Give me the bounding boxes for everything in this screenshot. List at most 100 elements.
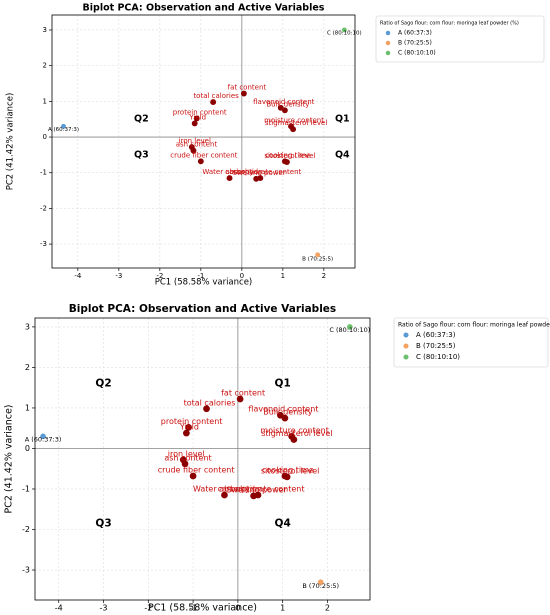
variable-point (283, 473, 291, 481)
variable-label: Yield (188, 113, 206, 121)
observation-label: C (80:10:10) (329, 326, 370, 334)
x-tick-label: -2 (156, 272, 163, 280)
y-tick-label: -3 (22, 566, 30, 575)
legend-label: C (80:10:10) (416, 353, 460, 361)
variable-point (226, 175, 233, 182)
variable-point (240, 90, 247, 97)
x-tick-label: -3 (100, 604, 108, 613)
variable-point (181, 460, 189, 468)
variable-label: stigmasterol level (261, 429, 332, 438)
observation-label: C (80:10:10) (327, 30, 362, 36)
y-tick-label: 1 (25, 403, 30, 412)
variable-label: moisture content (260, 426, 329, 435)
variable-label: Bulk density (263, 408, 313, 417)
chart-title: Biplot PCA: Observation and Active Varia… (83, 3, 325, 14)
variable-point (210, 99, 217, 106)
y-tick-label: 0 (43, 133, 47, 141)
variable-point (283, 159, 290, 165)
variable-label: sitosterol level (261, 466, 319, 475)
x-tick-label: -4 (55, 604, 63, 613)
chart-title: Biplot PCA: Observation and Active Varia… (69, 303, 336, 315)
x-tick-label: 1 (280, 604, 285, 613)
variable-label: protein content (161, 417, 223, 426)
variable-point (254, 491, 262, 499)
legend-label: B (70:25:5) (416, 342, 456, 350)
y-tick-label: -1 (22, 484, 30, 493)
variable-label: sitosterol level (264, 152, 315, 160)
quadrant-label: Q4 (335, 149, 350, 160)
variable-label: crude fiber content (158, 466, 235, 475)
x-tick-label: -1 (189, 604, 197, 613)
legend-box (393, 317, 549, 368)
legend-label: B (70:25:5) (398, 40, 432, 47)
variable-label: Yield (179, 423, 199, 432)
variable-label: Water absorption (193, 485, 262, 494)
y-tick-label: -2 (22, 525, 30, 534)
legend-marker (385, 50, 391, 56)
observation-label: A (60:37:3) (48, 127, 79, 133)
y-tick-label: -1 (40, 169, 47, 177)
x-tick-label: 0 (235, 604, 240, 613)
variable-point (236, 395, 244, 403)
y-tick-label: 3 (25, 322, 30, 331)
legend-title: Ratio of Sago flour: corn flour: moringa… (398, 322, 550, 329)
y-tick-label: -3 (40, 240, 47, 248)
variable-label: ash content (176, 141, 218, 149)
legend-label: A (60:37:3) (416, 331, 456, 339)
variable-point (183, 429, 190, 437)
variable-label: protein content (173, 108, 227, 116)
legend-label: A (60:37:3) (398, 30, 432, 37)
variable-point (221, 491, 228, 499)
chart: Biplot PCA: Observation and Active Varia… (4, 303, 550, 614)
x-tick-label: -1 (197, 272, 204, 280)
quadrant-label: Q2 (134, 114, 149, 125)
variable-label: total calories (184, 398, 236, 407)
variable-label: stigmasterol level (265, 119, 327, 127)
x-tick-label: -2 (144, 604, 152, 613)
variable-point (190, 147, 197, 154)
legend-box (375, 15, 545, 63)
variable-label: carbohydrate content (218, 485, 305, 494)
y-tick-label: 0 (25, 444, 30, 453)
variable-point (189, 472, 197, 480)
variable-point (193, 115, 200, 122)
variable-label: flavonoid content (248, 405, 318, 414)
variable-label: Water absorption (202, 168, 262, 176)
variable-label: cooking time (265, 151, 310, 159)
x-tick-label: 2 (322, 272, 326, 280)
x-axis-label: PC1 (58.58% variance) (148, 603, 257, 614)
legend-marker (403, 332, 409, 338)
plot-frame (51, 14, 356, 269)
legend-marker (385, 40, 391, 46)
quadrant-label: Q4 (275, 517, 291, 529)
variable-label: iron level (168, 449, 205, 458)
x-tick-label: -3 (115, 272, 122, 280)
variable-point (197, 158, 204, 165)
variable-label: ash content (164, 453, 211, 462)
observation-label: B (70:25:5) (302, 582, 339, 590)
variable-label: crude fiber content (170, 151, 237, 159)
legend-marker (403, 354, 409, 360)
observation-label: B (70:25:5) (302, 256, 333, 262)
observation-point (315, 252, 321, 258)
x-tick-label: 2 (325, 604, 330, 613)
variable-point (281, 414, 289, 422)
variable-label: moisture content (264, 116, 324, 124)
variable-point (257, 175, 264, 182)
y-axis-label: PC2 (41.42% variance) (4, 405, 15, 514)
variable-point (290, 126, 297, 133)
variable-label: fat content (228, 84, 267, 92)
variable-label: fat content (221, 389, 265, 398)
quadrant-label: Q1 (335, 114, 350, 125)
variable-label: flavonoid content (253, 98, 315, 106)
y-tick-label: 2 (43, 62, 47, 70)
variable-label: Bulk density (266, 100, 309, 108)
observation-point (40, 433, 46, 440)
legend-label: C (80:10:10) (398, 50, 436, 57)
observation-label: A (60:37:3) (25, 435, 62, 443)
variable-point (185, 424, 192, 431)
y-tick-label: 3 (43, 26, 47, 34)
observation-point (347, 324, 353, 330)
variable-point (281, 107, 288, 114)
